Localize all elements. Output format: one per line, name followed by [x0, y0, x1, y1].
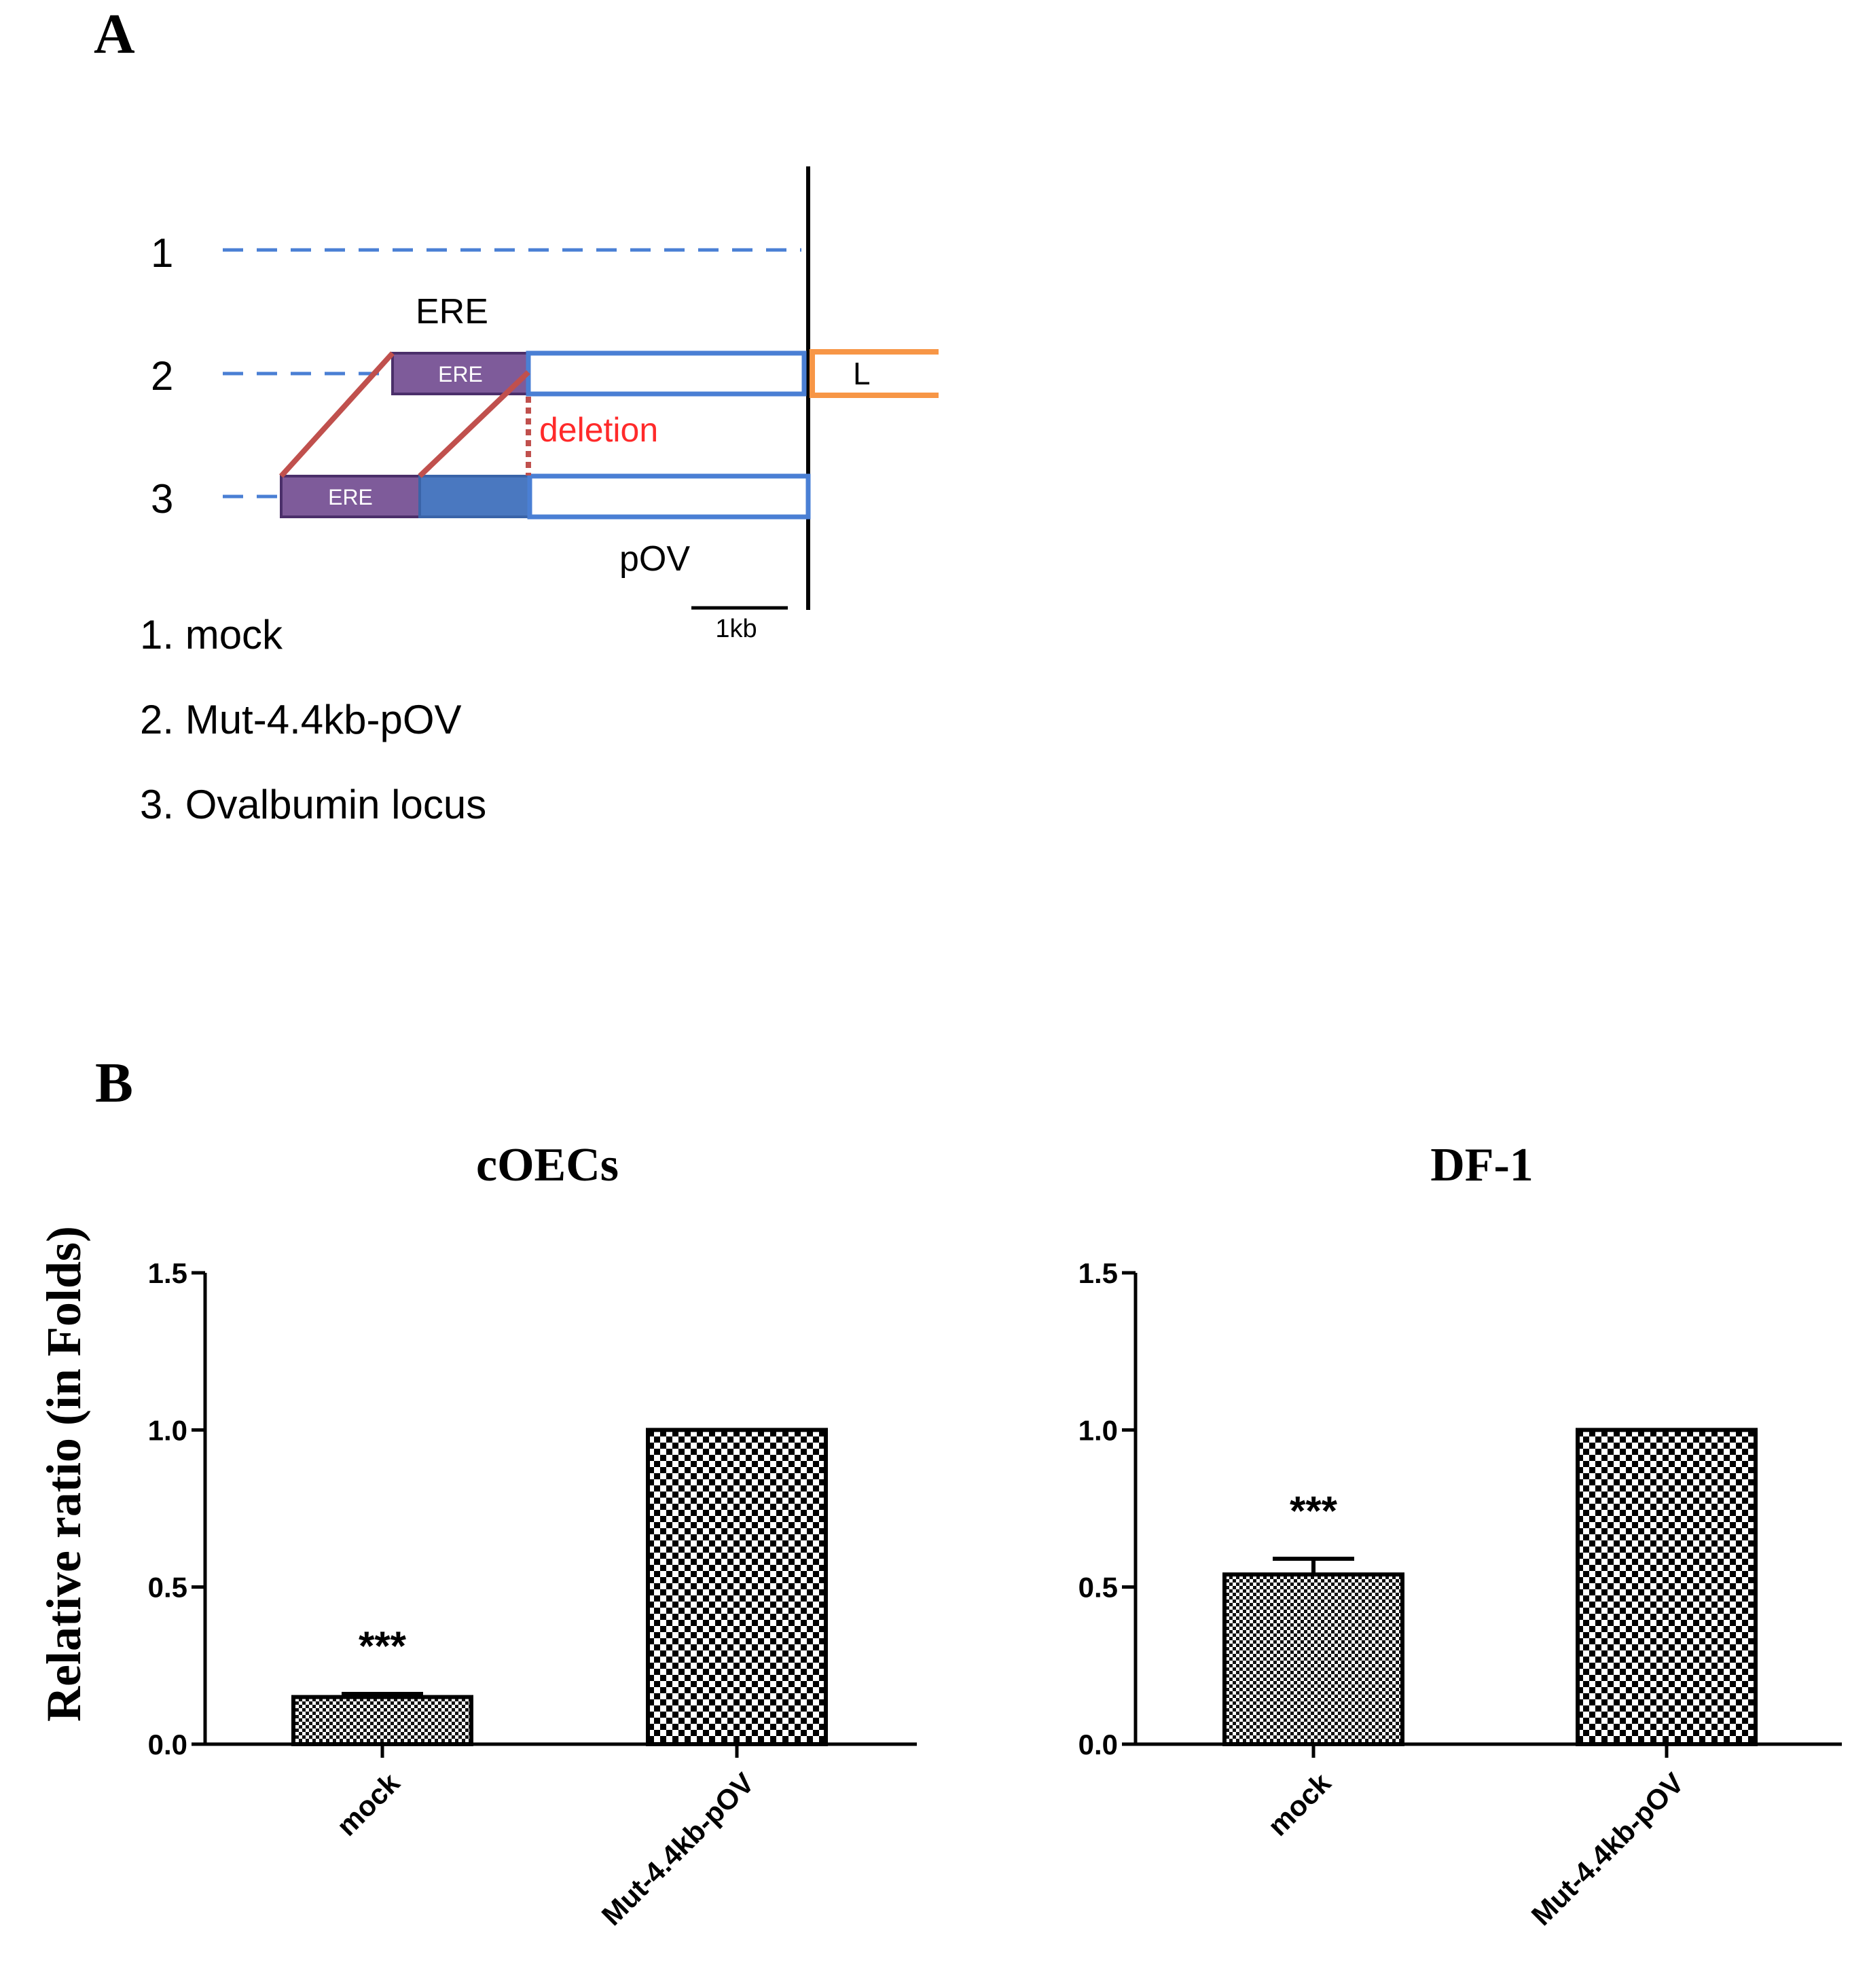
row-number-1: 1 [151, 230, 173, 276]
y-tick-label: 1.5 [148, 1257, 187, 1289]
row-number-2: 2 [151, 353, 173, 399]
chart-df1: DF-1 0.0 0.5 1.0 1.5 *** mock Mut-4.4kb-pOV [1078, 1139, 1842, 1932]
legend-item-ovalbumin: 3. Ovalbumin locus [140, 782, 486, 827]
y-tick-label: 0.0 [1078, 1729, 1118, 1760]
y-tick-label: 1.0 [148, 1414, 187, 1446]
y-tick-label: 0.0 [148, 1729, 187, 1760]
row-2-pov-box [526, 350, 807, 397]
significance-stars: *** [1290, 1488, 1338, 1534]
ere-label: ERE [416, 292, 488, 331]
chart-title: DF-1 [1430, 1139, 1534, 1191]
y-axis-label: Relative ratio (in Folds) [37, 1226, 91, 1722]
legend-item-mock: 1. mock [140, 612, 283, 657]
bar-mut-4-4kb-pov [1576, 1428, 1758, 1746]
row-3-pov-box [527, 473, 811, 520]
l-label: L [853, 356, 871, 391]
panel-b-letter: B [95, 1051, 133, 1115]
ere-start-connector [279, 351, 395, 478]
x-tick-label: mock [331, 1767, 406, 1842]
y-tick-label: 1.5 [1078, 1257, 1118, 1289]
bar-mock [291, 1695, 473, 1747]
chart-coecs: cOECs 0.0 0.5 1.0 1.5 *** mock Mut-4.4kb-pOV [148, 1139, 917, 1932]
y-tick-label: 1.0 [1078, 1414, 1118, 1446]
legend-item-mut: 2. Mut-4.4kb-pOV [140, 697, 462, 742]
panel-b: B Relative ratio (in Folds) cOECs 0.0 0.5 1… [37, 1051, 1842, 1932]
y-tick-label: 0.5 [148, 1572, 187, 1604]
row-3-ere-box-label: ERE [328, 485, 373, 509]
pov-label: pOV [619, 539, 690, 579]
significance-stars: *** [359, 1623, 407, 1669]
panel-a-letter: A [94, 3, 135, 66]
row-2-l-box [810, 349, 939, 398]
scale-label: 1kb [715, 615, 757, 643]
row-2-ere-box-label: ERE [438, 362, 483, 386]
x-tick-label: mock [1262, 1767, 1337, 1842]
panel-a: A 1 2 3 ERE ERE L ERE deletion pOV 1kb [94, 3, 939, 827]
deletion-label: deletion [539, 411, 658, 449]
chart-title: cOECs [476, 1139, 619, 1191]
x-tick-label: Mut-4.4kb-pOV [596, 1767, 761, 1932]
row-3-ere-box [280, 475, 421, 518]
row-number-3: 3 [151, 476, 173, 522]
row-3-deleted-region [418, 475, 531, 518]
y-tick-label: 0.5 [1078, 1572, 1118, 1604]
bar-mut-4-4kb-pov [646, 1428, 828, 1746]
ere-end-connector [418, 370, 530, 478]
row-2-ere-box [391, 352, 530, 395]
x-tick-label: Mut-4.4kb-pOV [1525, 1767, 1690, 1932]
bar-mock [1222, 1572, 1404, 1746]
